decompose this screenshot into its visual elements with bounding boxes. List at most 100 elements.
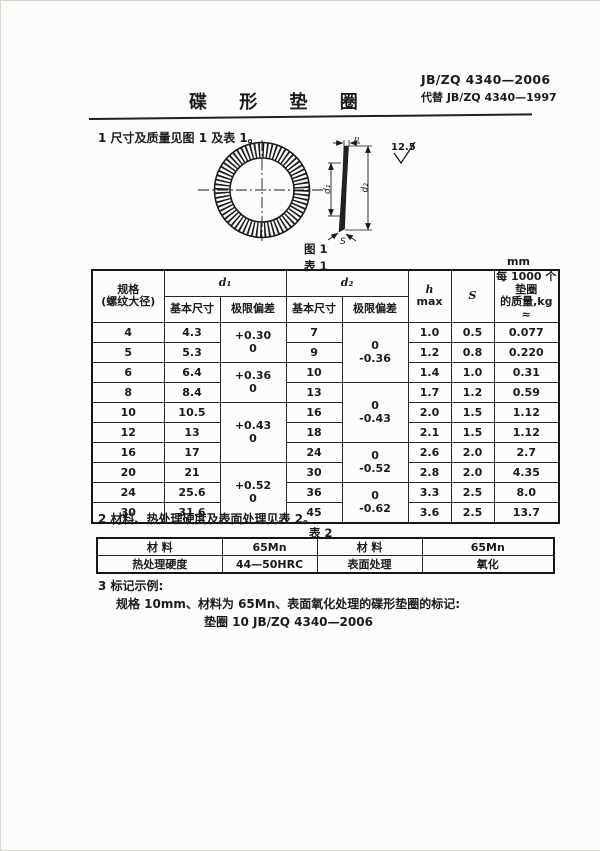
- cell-material-value: 65Mn: [221, 537, 318, 556]
- table-row: 热处理硬度 44—50HRC 表面处理 氧化: [96, 555, 555, 574]
- washer-side-view: h d₁ d₂ S: [323, 137, 372, 245]
- page-title: 碟 形 垫 圈: [189, 92, 371, 113]
- col-s: S: [450, 269, 495, 323]
- cell-d1: 21: [163, 461, 221, 483]
- cell-spec: 12: [91, 421, 165, 443]
- cell-s: 2.5: [450, 481, 495, 503]
- table-row: 4 4.3 +0.30 0 7 0 -0.36 1.0 0.5 0.077: [91, 321, 560, 383]
- cell-h: 2.0: [407, 401, 452, 423]
- col-h-max: max: [416, 295, 443, 309]
- cell-d1-dev: +0.30 0: [219, 321, 287, 363]
- section1-text: 1 尺寸及质量见图 1 及表 1。: [98, 131, 260, 145]
- cell-h: 1.7: [407, 381, 452, 403]
- roughness-symbol: 12.5: [391, 141, 416, 165]
- cell-d1: 25.6: [163, 481, 221, 503]
- cell-s: 2.5: [450, 501, 495, 524]
- cell-d2: 16: [285, 401, 343, 423]
- cell-d2-dev: 0 -0.62: [341, 481, 409, 524]
- table1-unit: mm: [507, 255, 530, 268]
- cell-mass: 8.0: [493, 481, 560, 503]
- washer-front-view: [198, 140, 326, 241]
- dim-label-s: S: [340, 237, 346, 245]
- cell-s: 2.0: [450, 461, 495, 483]
- cell-d1-dev: +0.36 0: [219, 361, 287, 403]
- washer-section-profile: [338, 145, 349, 233]
- table-row: 20 21 +0.52 0 30 2.8 2.0 4.35: [91, 461, 560, 524]
- roughness-value: 12.5: [391, 142, 416, 153]
- cell-h: 3.6: [407, 501, 452, 524]
- cell-d2: 10: [285, 361, 343, 383]
- cell-mass: 1.12: [493, 401, 560, 423]
- col-h: h max: [407, 269, 452, 323]
- table-row: 8 8.4 13 0 -0.43 1.7 1.2 0.59: [91, 381, 560, 443]
- cell-spec: 24: [91, 481, 165, 503]
- cell-d2: 45: [285, 501, 343, 524]
- cell-d2: 24: [285, 441, 343, 463]
- cell-h: 3.3: [407, 481, 452, 503]
- cell-mass: 0.220: [493, 341, 560, 363]
- cell-spec: 5: [91, 341, 165, 363]
- cell-hardness-label: 热处理硬度: [96, 555, 223, 574]
- cell-d2: 7: [285, 321, 343, 343]
- cell-surface-label: 表面处理: [316, 555, 423, 574]
- cell-d2-dev: 0 -0.52: [341, 441, 409, 483]
- cell-h: 2.6: [407, 441, 452, 463]
- table-row: 24 25.6 36 0 -0.62 3.3 2.5 8.0: [91, 481, 560, 524]
- cell-d2: 9: [285, 341, 343, 363]
- cell-s: 1.5: [450, 401, 495, 423]
- cell-mass: 1.12: [493, 421, 560, 443]
- col-spec: 规格 (螺纹大径): [91, 269, 165, 323]
- cell-mass: 2.7: [493, 441, 560, 463]
- cell-d1: 4.3: [163, 321, 221, 343]
- header-rule: [88, 113, 532, 120]
- material-table: 材 料 65Mn 材 料 65Mn 热处理硬度 44—50HRC 表面处理 氧化: [96, 537, 555, 574]
- superseded-standard: 代替 JB/ZQ 4340—1997: [421, 91, 557, 104]
- dim-label-d1: d₁: [323, 184, 333, 194]
- roughness-check-icon: [393, 141, 416, 165]
- cell-mass: 0.31: [493, 361, 560, 383]
- standard-number-block: JB/ZQ 4340—2006 代替 JB/ZQ 4340—1997: [421, 72, 557, 105]
- col-mass: 每 1000 个垫圈 的质量,kg ≈: [493, 269, 560, 323]
- cell-s: 0.8: [450, 341, 495, 363]
- cell-h: 2.8: [407, 461, 452, 483]
- cell-d1: 13: [163, 421, 221, 443]
- col-d1-basic: 基本尺寸: [163, 295, 221, 323]
- cell-mass: 0.59: [493, 381, 560, 403]
- cell-s: 2.0: [450, 441, 495, 463]
- col-h-symbol: h: [425, 282, 434, 296]
- table-row: 材 料 65Mn 材 料 65Mn: [96, 537, 555, 556]
- table1-header-row-1: 规格 (螺纹大径) d₁ d₂ h max S 每 1000 个垫圈 的质量,k…: [91, 269, 560, 323]
- cell-spec: 30: [91, 501, 165, 524]
- cell-d2: 18: [285, 421, 343, 443]
- col-d1-dev: 极限偏差: [219, 295, 287, 323]
- cell-s: 0.5: [450, 321, 495, 343]
- cell-h: 1.0: [407, 321, 452, 343]
- col-d2: d₂: [285, 269, 409, 297]
- section2-text: 2 材料、热处理硬度及表面处理见表 2。: [98, 512, 316, 526]
- cell-d2: 13: [285, 381, 343, 403]
- cell-mass: 0.077: [493, 321, 560, 343]
- table-row: 6 6.4 +0.36 0 10 1.4 1.0 0.31: [91, 361, 560, 403]
- cell-d1: 6.4: [163, 361, 221, 383]
- cell-material-label: 材 料: [96, 537, 223, 556]
- cell-d1-dev: +0.52 0: [219, 461, 287, 524]
- cell-s: 1.0: [450, 361, 495, 383]
- cell-mass: 4.35: [493, 461, 560, 483]
- section3-heading: 3 标记示例:: [98, 579, 164, 593]
- cell-d1: 8.4: [163, 381, 221, 403]
- cell-spec: 10: [91, 401, 165, 423]
- standard-number: JB/ZQ 4340—2006: [421, 72, 551, 87]
- cell-hardness-value: 44—50HRC: [221, 555, 318, 574]
- cell-d1: 10.5: [163, 401, 221, 423]
- washer-figure: h d₁ d₂ S 12.5: [198, 137, 416, 245]
- cell-material-value2: 65Mn: [421, 537, 555, 556]
- cell-spec: 6: [91, 361, 165, 383]
- cell-spec: 20: [91, 461, 165, 483]
- cell-d2-dev: 0 -0.36: [341, 321, 409, 383]
- cell-s: 1.2: [450, 381, 495, 403]
- section3-line1: 规格 10mm、材料为 65Mn、表面氧化处理的碟形垫圈的标记:: [116, 597, 461, 611]
- cell-surface-value: 氧化: [421, 555, 555, 574]
- cell-d1: 17: [163, 441, 221, 463]
- table-row: 10 10.5 +0.43 0 16 2.0 1.5 1.12: [91, 401, 560, 463]
